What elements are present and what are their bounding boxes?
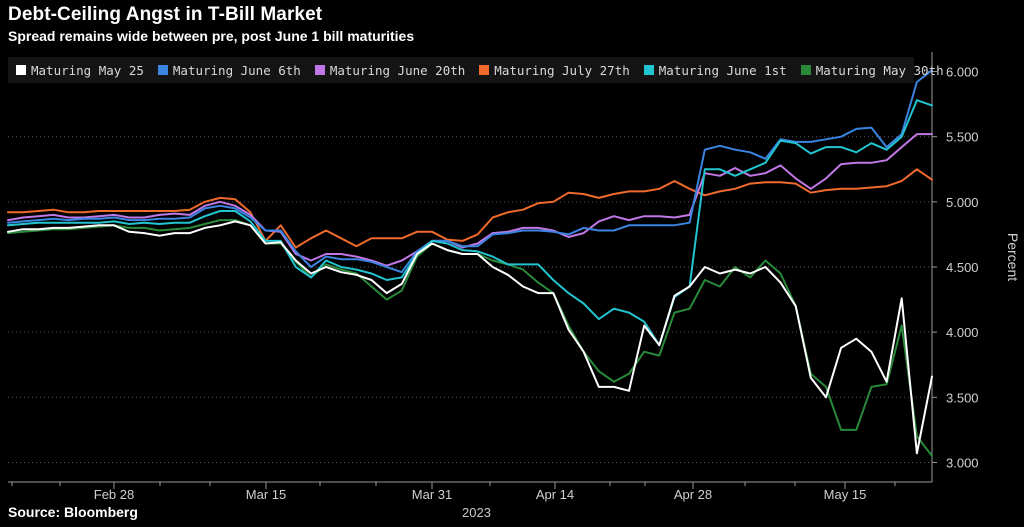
legend-item: Maturing June 1st xyxy=(643,62,787,78)
chart-title: Debt-Ceiling Angst in T-Bill Market xyxy=(8,4,323,25)
legend-label: Maturing July 27th xyxy=(494,62,630,78)
x-tick-label: Mar 31 xyxy=(412,487,452,502)
series-line-maturing-may-30th xyxy=(7,219,933,457)
y-tick-label: 3.500 xyxy=(946,390,979,405)
legend: Maturing May 25 Maturing June 6th Maturing… xyxy=(8,57,944,83)
x-tick-label: Apr 28 xyxy=(674,487,712,502)
legend-item: Maturing May 30th xyxy=(800,62,944,78)
series-line-maturing-may-25 xyxy=(7,220,933,455)
axes: 3.000 3.500 4.000 4.500 5.000 5.500 6.000 Perce… xyxy=(8,52,1021,502)
legend-swatch xyxy=(800,65,811,75)
x-tick-label: May 15 xyxy=(824,487,867,502)
x-tick-label: Apr 14 xyxy=(536,487,574,502)
x-tick-label: Mar 15 xyxy=(246,487,286,502)
x-tick-label: Feb 28 xyxy=(94,487,134,502)
legend-swatch xyxy=(157,65,168,75)
legend-label: Maturing May 30th xyxy=(815,62,944,78)
y-axis-title: Percent xyxy=(1005,233,1021,281)
series-line-maturing-june-6th xyxy=(7,69,933,274)
legend-swatch xyxy=(479,65,490,75)
legend-item: Maturing June 6th xyxy=(157,62,301,78)
legend-swatch xyxy=(643,65,654,75)
legend-label: Maturing May 25 xyxy=(31,62,144,78)
legend-swatch xyxy=(16,65,26,75)
y-tick-label: 6.000 xyxy=(946,65,979,80)
legend-item: Maturing June 20th xyxy=(314,62,466,78)
legend-label: Maturing June 1st xyxy=(658,62,787,78)
series-line-maturing-july-27th xyxy=(7,168,933,249)
legend-swatch xyxy=(314,65,325,75)
series-line-maturing-june-1st xyxy=(7,99,933,347)
x-axis-year-label: 2023 xyxy=(462,505,491,520)
y-tick-label: 4.500 xyxy=(946,260,979,275)
series-lines xyxy=(7,69,933,457)
y-tick-label: 5.000 xyxy=(946,195,979,210)
legend-item: Maturing July 27th xyxy=(479,62,630,78)
y-tick-label: 5.500 xyxy=(946,130,979,145)
legend-item: Maturing May 25 xyxy=(16,63,144,78)
source-note: Source: Bloomberg xyxy=(8,504,138,520)
chart-subtitle: Spread remains wide between pre, post Ju… xyxy=(8,28,415,44)
y-tick-label: 3.000 xyxy=(946,455,979,470)
legend-label: Maturing June 20th xyxy=(329,62,466,78)
y-tick-label: 4.000 xyxy=(946,325,979,340)
gridlines xyxy=(8,71,932,463)
legend-label: Maturing June 6th xyxy=(172,62,301,78)
